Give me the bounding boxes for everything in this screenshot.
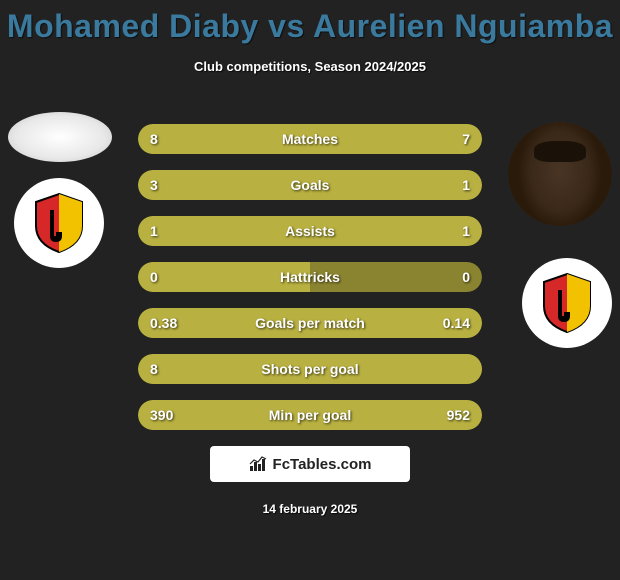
footer-date: 14 february 2025 [0,502,620,516]
site-badge: FcTables.com [210,446,410,482]
stat-label: Min per goal [138,400,482,430]
player-right-face [508,122,612,226]
stat-row: 1Assists1 [138,216,482,246]
chart-icon [249,456,267,472]
stat-label: Assists [138,216,482,246]
club-shield-icon [540,272,594,334]
stat-value-right: 0 [462,262,470,292]
page-subtitle: Club competitions, Season 2024/2025 [0,59,620,74]
stat-label: Matches [138,124,482,154]
stat-row: 8Shots per goal [138,354,482,384]
stat-label: Shots per goal [138,354,482,384]
stat-row: 3Goals1 [138,170,482,200]
player-right-club-badge [522,258,612,348]
stat-value-right: 7 [462,124,470,154]
stat-row: 8Matches7 [138,124,482,154]
page-title: Mohamed Diaby vs Aurelien Nguiamba [0,0,620,45]
stat-value-right: 952 [447,400,470,430]
stat-row: 0Hattricks0 [138,262,482,292]
stat-row: 390Min per goal952 [138,400,482,430]
stat-label: Goals [138,170,482,200]
stat-row: 0.38Goals per match0.14 [138,308,482,338]
stat-label: Hattricks [138,262,482,292]
player-left-club-badge [14,178,104,268]
comparison-bars: 8Matches73Goals11Assists10Hattricks00.38… [138,124,482,446]
stat-value-right: 0.14 [443,308,470,338]
club-shield-icon [32,192,86,254]
player-left-avatar [8,112,112,162]
stat-value-right: 1 [462,170,470,200]
player-right-avatar [508,122,612,226]
stat-label: Goals per match [138,308,482,338]
stat-value-right: 1 [462,216,470,246]
site-label: FcTables.com [273,456,372,473]
